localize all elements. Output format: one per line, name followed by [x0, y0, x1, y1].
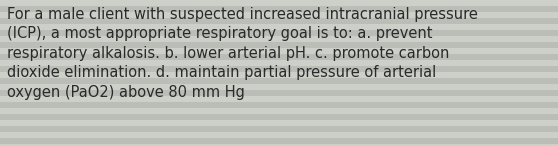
Text: For a male client with suspected increased intracranial pressure
(ICP), a most a: For a male client with suspected increas…	[7, 7, 478, 100]
